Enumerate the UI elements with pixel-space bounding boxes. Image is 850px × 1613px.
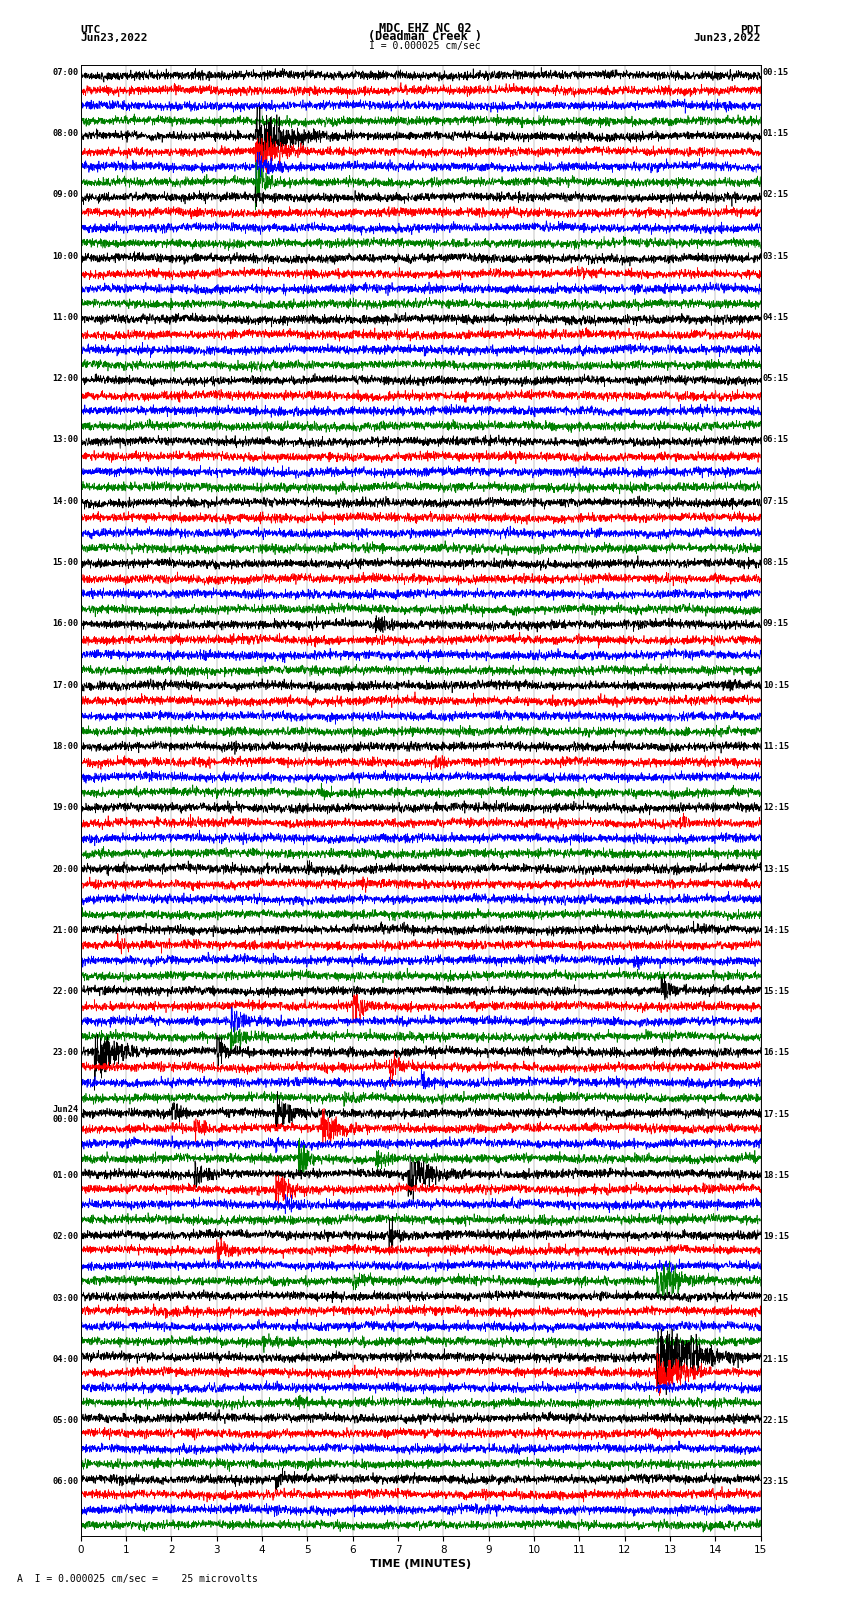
X-axis label: TIME (MINUTES): TIME (MINUTES) — [371, 1560, 471, 1569]
Text: UTC: UTC — [81, 24, 101, 35]
Text: 02:00: 02:00 — [53, 1232, 79, 1242]
Text: 22:15: 22:15 — [762, 1416, 789, 1426]
Text: 10:15: 10:15 — [762, 681, 789, 690]
Text: 13:00: 13:00 — [53, 436, 79, 445]
Text: I = 0.000025 cm/sec: I = 0.000025 cm/sec — [369, 40, 481, 50]
Text: 08:00: 08:00 — [53, 129, 79, 139]
Text: 09:00: 09:00 — [53, 190, 79, 200]
Text: 18:15: 18:15 — [762, 1171, 789, 1181]
Text: 22:00: 22:00 — [53, 987, 79, 997]
Text: PDT: PDT — [740, 24, 761, 35]
Text: (Deadman Creek ): (Deadman Creek ) — [368, 29, 482, 44]
Text: 07:00: 07:00 — [53, 68, 79, 77]
Text: 01:00: 01:00 — [53, 1171, 79, 1181]
Text: 07:15: 07:15 — [762, 497, 789, 506]
Text: 13:15: 13:15 — [762, 865, 789, 874]
Text: 02:15: 02:15 — [762, 190, 789, 200]
Text: 11:15: 11:15 — [762, 742, 789, 752]
Text: 11:00: 11:00 — [53, 313, 79, 323]
Text: 23:00: 23:00 — [53, 1048, 79, 1058]
Text: 14:15: 14:15 — [762, 926, 789, 936]
Text: 19:00: 19:00 — [53, 803, 79, 813]
Text: 03:15: 03:15 — [762, 252, 789, 261]
Text: 20:15: 20:15 — [762, 1294, 789, 1303]
Text: 08:15: 08:15 — [762, 558, 789, 568]
Text: 04:00: 04:00 — [53, 1355, 79, 1365]
Text: Jun23,2022: Jun23,2022 — [81, 32, 148, 44]
Text: 17:00: 17:00 — [53, 681, 79, 690]
Text: 20:00: 20:00 — [53, 865, 79, 874]
Text: MDC EHZ NC 02: MDC EHZ NC 02 — [379, 21, 471, 35]
Text: 19:15: 19:15 — [762, 1232, 789, 1242]
Text: 21:15: 21:15 — [762, 1355, 789, 1365]
Text: 00:15: 00:15 — [762, 68, 789, 77]
Text: 04:15: 04:15 — [762, 313, 789, 323]
Text: Jun23,2022: Jun23,2022 — [694, 32, 761, 44]
Text: 23:15: 23:15 — [762, 1478, 789, 1487]
Text: 18:00: 18:00 — [53, 742, 79, 752]
Text: 12:00: 12:00 — [53, 374, 79, 384]
Text: 21:00: 21:00 — [53, 926, 79, 936]
Text: 12:15: 12:15 — [762, 803, 789, 813]
Text: 01:15: 01:15 — [762, 129, 789, 139]
Text: 15:15: 15:15 — [762, 987, 789, 997]
Text: 03:00: 03:00 — [53, 1294, 79, 1303]
Text: 14:00: 14:00 — [53, 497, 79, 506]
Text: Jun24
00:00: Jun24 00:00 — [53, 1105, 79, 1124]
Text: 16:00: 16:00 — [53, 619, 79, 629]
Text: 16:15: 16:15 — [762, 1048, 789, 1058]
Text: 05:15: 05:15 — [762, 374, 789, 384]
Text: 09:15: 09:15 — [762, 619, 789, 629]
Text: 06:00: 06:00 — [53, 1478, 79, 1487]
Text: 17:15: 17:15 — [762, 1110, 789, 1119]
Text: 06:15: 06:15 — [762, 436, 789, 445]
Text: A  I = 0.000025 cm/sec =    25 microvolts: A I = 0.000025 cm/sec = 25 microvolts — [17, 1574, 258, 1584]
Text: 15:00: 15:00 — [53, 558, 79, 568]
Text: 10:00: 10:00 — [53, 252, 79, 261]
Text: 05:00: 05:00 — [53, 1416, 79, 1426]
